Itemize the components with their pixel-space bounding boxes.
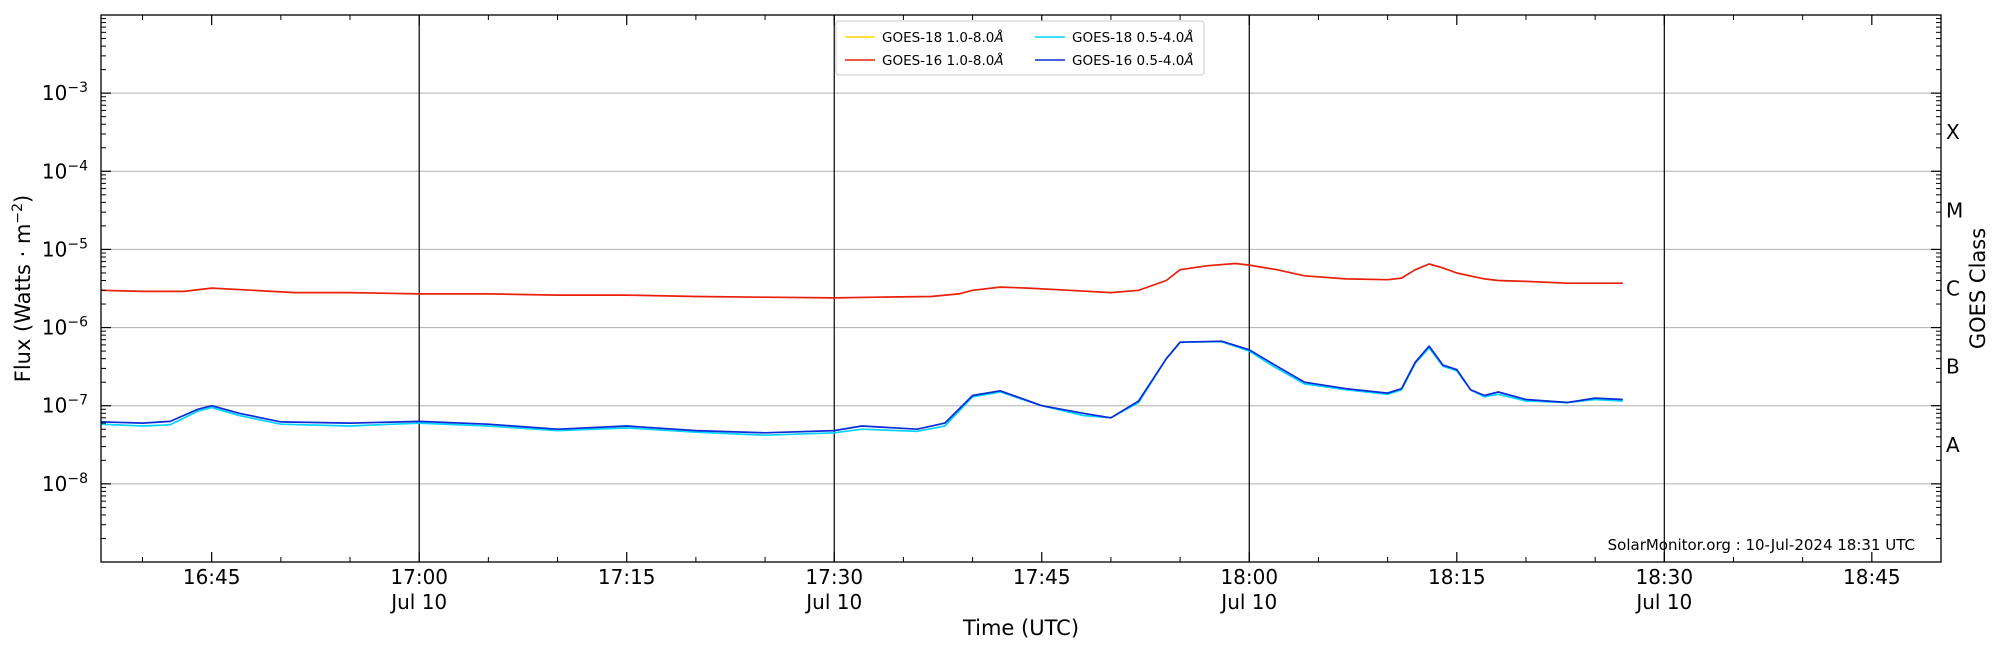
legend-label-unit: Å <box>1183 52 1193 69</box>
legend-label-name: GOES-18 0.5-4.0 <box>1072 30 1184 46</box>
y-axis-title-close: ) <box>11 195 35 203</box>
day-lines <box>418 15 1665 562</box>
x-tick-label: 17:30 <box>805 565 863 589</box>
y-axis-title-main: Flux (Watts · m <box>11 224 35 383</box>
series-line-2 <box>100 340 1623 437</box>
y-tick-label: 10−7 <box>42 393 88 418</box>
x-tick-date-label: Jul 10 <box>804 590 862 614</box>
y-tick-label: 10−8 <box>42 471 88 496</box>
series-line-3 <box>100 340 1623 434</box>
legend-label-0: GOES-18 1.0-8.0Å <box>882 29 1004 46</box>
legend-label-name: GOES-16 1.0-8.0 <box>882 53 994 69</box>
y-tick-base: 10 <box>42 159 67 183</box>
goes-class-label: B <box>1946 355 1960 379</box>
x-tick-label: 18:00 <box>1220 565 1278 589</box>
x-tick-label: 18:15 <box>1428 565 1486 589</box>
y-axis-title: Flux (Watts · m−2) <box>10 195 35 383</box>
x-tick-label: 17:15 <box>598 565 656 589</box>
legend-box <box>835 20 1205 76</box>
x-tick-label: 17:00 <box>390 565 448 589</box>
series-line-1 <box>100 262 1623 299</box>
legend: GOES-18 1.0-8.0Å GOES-18 0.5-4.0ÅGOES-16 … <box>835 20 1205 76</box>
y-axis-title-exponent: −2 <box>10 203 26 224</box>
y-tick-base: 10 <box>42 472 67 496</box>
x-tick-date-label: Jul 10 <box>1634 590 1692 614</box>
y-tick-exponent: −8 <box>67 471 88 487</box>
axis-ticks <box>101 15 1942 562</box>
goes-class-label: C <box>1946 277 1960 301</box>
y-tick-exponent: −4 <box>67 158 88 174</box>
legend-label-name: GOES-18 1.0-8.0 <box>882 30 994 46</box>
goes-class-axis-title: GOES Class <box>1966 228 1990 349</box>
y-tick-base: 10 <box>42 81 67 105</box>
legend-label-unit: Å <box>1183 29 1193 46</box>
x-axis-title: Time (UTC) <box>962 616 1079 640</box>
x-tick-label: 18:30 <box>1635 565 1693 589</box>
y-tick-base: 10 <box>42 394 67 418</box>
goes-class-label: A <box>1946 433 1960 457</box>
series-lines <box>100 262 1623 437</box>
legend-label-name: GOES-16 0.5-4.0 <box>1072 53 1184 69</box>
legend-label-3: GOES-16 0.5-4.0Å <box>1072 52 1194 69</box>
y-tick-label: 10−5 <box>42 236 88 261</box>
goes-class-label: X <box>1946 120 1960 144</box>
x-tick-label: 18:45 <box>1843 565 1901 589</box>
x-tick-date-label: Jul 10 <box>1219 590 1277 614</box>
y-tick-exponent: −7 <box>67 393 88 409</box>
x-tick-label: 16:45 <box>183 565 241 589</box>
y-tick-exponent: −3 <box>67 80 88 96</box>
legend-label-2: GOES-18 0.5-4.0Å <box>1072 29 1194 46</box>
legend-label-unit: Å <box>993 29 1003 46</box>
goes-class-label: M <box>1946 198 1963 222</box>
watermark-text: SolarMonitor.org : 10-Jul-2024 18:31 UTC <box>1608 536 1915 554</box>
grid-lines <box>101 92 1941 485</box>
legend-label-unit: Å <box>993 52 1003 69</box>
legend-label-1: GOES-16 1.0-8.0Å <box>882 52 1004 69</box>
x-tick-label: 17:45 <box>1013 565 1071 589</box>
y-tick-exponent: −5 <box>67 236 88 252</box>
y-tick-exponent: −6 <box>67 315 88 331</box>
y-tick-label: 10−4 <box>42 158 88 183</box>
y-tick-label: 10−6 <box>42 315 88 340</box>
y-tick-base: 10 <box>42 237 67 261</box>
y-tick-base: 10 <box>42 316 67 340</box>
plot-frame <box>100 14 1942 563</box>
y-tick-label: 10−3 <box>42 80 88 105</box>
x-tick-date-label: Jul 10 <box>389 590 447 614</box>
